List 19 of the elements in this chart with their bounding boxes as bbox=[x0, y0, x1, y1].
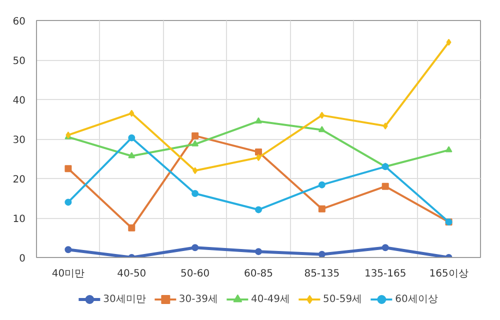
legend-label: 30세미만 bbox=[103, 293, 146, 306]
x-tick-label: 60-85 bbox=[244, 268, 274, 280]
x-tick-label: 50-60 bbox=[180, 268, 210, 280]
legend-label: 40-49세 bbox=[250, 293, 290, 306]
y-tick-label: 0 bbox=[19, 254, 26, 264]
x-tick-label: 165이상 bbox=[429, 268, 468, 280]
legend-label: 50-59세 bbox=[323, 293, 362, 306]
x-tick-label: 40-50 bbox=[117, 268, 146, 280]
y-tick-label: 10 bbox=[12, 214, 26, 225]
y-tick-label: 60 bbox=[12, 16, 26, 28]
x-tick-label: 40미만 bbox=[52, 268, 85, 280]
x-tick-label: 135-165 bbox=[364, 268, 406, 280]
legend-label: 60세이상 bbox=[395, 293, 438, 306]
y-tick-label: 50 bbox=[12, 56, 26, 67]
y-tick-label: 40 bbox=[12, 96, 26, 106]
y-tick-label: 20 bbox=[12, 174, 26, 186]
x-tick-label: 85-135 bbox=[304, 268, 340, 280]
y-tick-label: 30 bbox=[12, 135, 26, 146]
legend-label: 30-39세 bbox=[178, 293, 218, 306]
